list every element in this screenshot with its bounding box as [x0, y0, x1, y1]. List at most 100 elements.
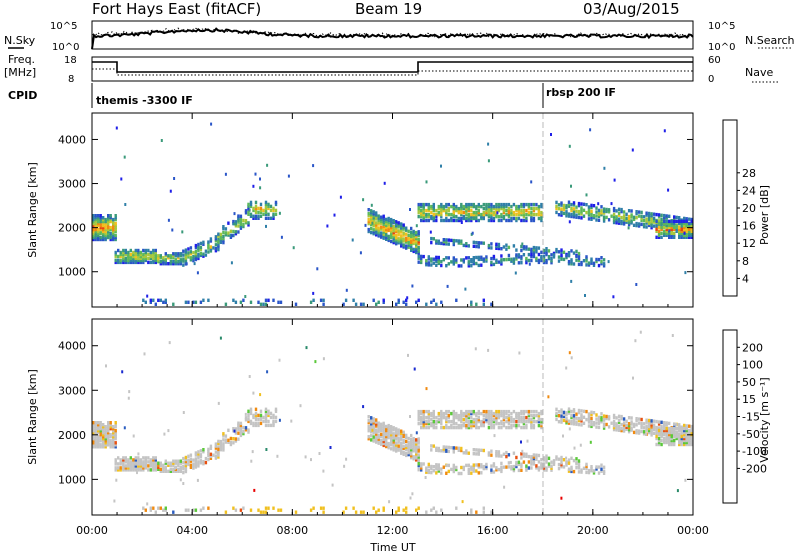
echo-cell: [637, 214, 641, 218]
echo-cell: [432, 409, 435, 414]
echo-cell: [457, 241, 460, 245]
echo-cell: [510, 216, 513, 221]
echo-cell: [527, 210, 531, 215]
freq-unit: [MHz]: [4, 66, 36, 79]
echo-cell: [409, 496, 412, 500]
echo-cell: [515, 411, 518, 416]
echo-cell: [525, 466, 528, 470]
echo-cell: [683, 440, 686, 445]
echo-cell: [267, 212, 270, 216]
echo-cell: [673, 217, 676, 221]
echo-cell: [390, 239, 393, 244]
echo-cell: [540, 419, 543, 424]
echo-cell: [392, 446, 395, 450]
echo-cell: [182, 411, 185, 414]
echo-cell: [417, 232, 420, 236]
echo-cell: [639, 330, 642, 334]
echo-cell: [119, 258, 122, 263]
echo-cell: [437, 413, 440, 418]
echo-cell: [417, 298, 420, 302]
echo-cell: [397, 300, 400, 304]
echo-cell: [540, 423, 543, 428]
echo-cell: [184, 260, 188, 264]
echo-cell: [254, 200, 258, 205]
echo-cell: [382, 232, 385, 236]
echo-cell: [254, 208, 258, 213]
echo-cell: [382, 421, 385, 426]
echo-cell: [647, 418, 651, 423]
echo-cell: [565, 411, 568, 415]
echo-cell: [565, 214, 568, 218]
echo-cell: [99, 443, 102, 447]
echo-cell: [642, 215, 646, 219]
echo-cell: [92, 441, 95, 445]
echo-cell: [264, 206, 268, 211]
echo-cell: [112, 435, 115, 439]
echo-cell: [420, 462, 423, 466]
echo-cell: [174, 459, 177, 463]
echo-cell: [490, 510, 493, 514]
echo-cell: [462, 423, 465, 428]
echo-cell: [600, 209, 603, 213]
echo-cell: [580, 470, 583, 474]
echo-cell: [109, 445, 112, 449]
echo-cell: [144, 254, 147, 259]
echo-cell: [597, 218, 601, 222]
echo-cell: [455, 411, 458, 416]
echo-cell: [420, 208, 423, 213]
echo-cell: [377, 216, 380, 220]
echo-cell: [204, 456, 208, 461]
echo-cell: [105, 364, 107, 368]
echo-cell: [670, 235, 673, 239]
echo-cell: [515, 208, 518, 213]
echo-cell: [415, 442, 418, 446]
echo-cell: [392, 227, 395, 231]
echo-cell: [430, 413, 433, 418]
echo-cell: [257, 216, 260, 220]
echo-cell: [164, 300, 167, 304]
echo-cell: [249, 508, 253, 512]
echo-cell: [375, 424, 378, 428]
echo-cell: [575, 422, 578, 426]
echo-cell: [495, 409, 498, 414]
echo-cell: [187, 462, 190, 467]
echo-cell: [92, 219, 95, 224]
echo-cell: [670, 426, 673, 431]
echo-cell: [582, 415, 586, 419]
echo-cell: [189, 457, 193, 461]
echo-cell: [490, 411, 493, 416]
echo-cell: [370, 227, 373, 231]
echo-cell: [137, 462, 140, 466]
echo-cell: [635, 221, 638, 226]
echo-cell: [372, 220, 375, 224]
echo-cell: [92, 229, 95, 234]
echo-cell: [182, 249, 185, 253]
echo-cell: [117, 466, 120, 470]
echo-cell: [632, 217, 636, 221]
echo-cell: [159, 298, 162, 302]
echo-cell: [567, 204, 571, 208]
echo-cell: [435, 259, 438, 263]
echo-cell: [452, 419, 455, 424]
echo-cell: [172, 260, 175, 264]
echo-cell: [387, 425, 390, 430]
echo-cell: [92, 435, 95, 439]
echo-cell: [432, 237, 435, 241]
echo-cell: [97, 235, 100, 240]
echo-cell: [673, 235, 676, 239]
echo-cell: [655, 227, 658, 231]
echo-cell: [107, 421, 110, 425]
echo-cell: [460, 415, 463, 420]
echo-cell: [625, 425, 628, 429]
colorbar-tick-label: -15: [742, 411, 760, 424]
echo-cell: [685, 217, 688, 221]
echo-cell: [665, 430, 668, 435]
echo-cell: [495, 413, 498, 418]
echo-cell: [395, 433, 398, 437]
echo-cell: [690, 442, 693, 447]
echo-cell: [380, 233, 383, 237]
echo-cell: [620, 416, 623, 421]
echo-cell: [129, 462, 132, 466]
echo-cell: [147, 456, 150, 460]
echo-cell: [262, 208, 265, 213]
